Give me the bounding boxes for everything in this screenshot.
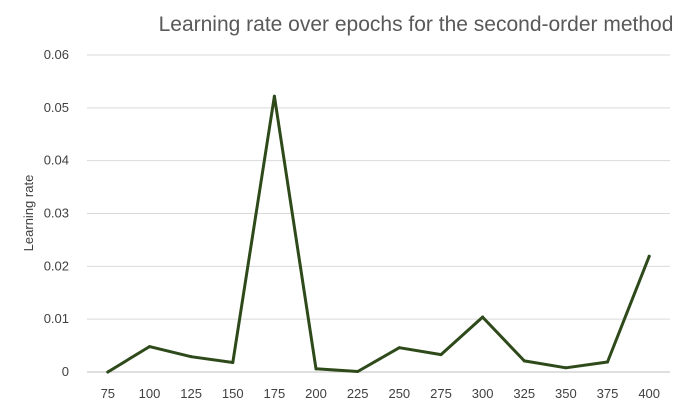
data-point xyxy=(356,369,360,373)
data-point xyxy=(231,360,235,364)
series-layer xyxy=(106,94,651,374)
x-tick-label: 400 xyxy=(638,386,660,401)
data-point xyxy=(606,360,610,364)
y-tick-label: 0.05 xyxy=(44,100,69,115)
data-point xyxy=(314,367,318,371)
y-axis-label: Learning rate xyxy=(21,175,36,252)
x-tick-label: 100 xyxy=(139,386,161,401)
x-tick-label: 125 xyxy=(180,386,202,401)
x-tick-label: 375 xyxy=(597,386,619,401)
y-tick-label: 0.01 xyxy=(44,311,69,326)
data-point xyxy=(439,353,443,357)
y-tick-label: 0.04 xyxy=(44,153,69,168)
series-line xyxy=(106,94,651,374)
x-axis-ticks: 75 100 125 150 175 200 225 250 275 300 325 350 375 40… xyxy=(101,386,660,401)
gridlines xyxy=(87,54,670,373)
data-point xyxy=(106,370,110,374)
x-tick-label: 325 xyxy=(513,386,535,401)
data-point xyxy=(397,346,401,350)
x-tick-label: 350 xyxy=(555,386,577,401)
x-tick-label: 200 xyxy=(305,386,327,401)
x-tick-label: 175 xyxy=(264,386,286,401)
data-point xyxy=(481,315,485,319)
data-point xyxy=(189,355,193,359)
y-axis-ticks: 0 0.01 0.02 0.03 0.04 0.05 0.06 xyxy=(44,47,69,379)
data-point xyxy=(147,345,151,349)
x-tick-label: 250 xyxy=(388,386,410,401)
x-tick-label: 300 xyxy=(472,386,494,401)
x-tick-label: 150 xyxy=(222,386,244,401)
y-tick-label: 0.03 xyxy=(44,206,69,221)
data-point xyxy=(272,94,276,98)
y-tick-label: 0.02 xyxy=(44,258,69,273)
data-point xyxy=(564,366,568,370)
data-point xyxy=(647,254,651,258)
chart-title: Learning rate over epochs for the second… xyxy=(159,13,674,36)
y-tick-label: 0 xyxy=(62,364,69,379)
x-tick-label: 275 xyxy=(430,386,452,401)
data-point xyxy=(522,359,526,363)
y-tick-label: 0.06 xyxy=(44,47,69,62)
x-tick-label: 75 xyxy=(101,386,115,401)
x-tick-label: 225 xyxy=(347,386,369,401)
